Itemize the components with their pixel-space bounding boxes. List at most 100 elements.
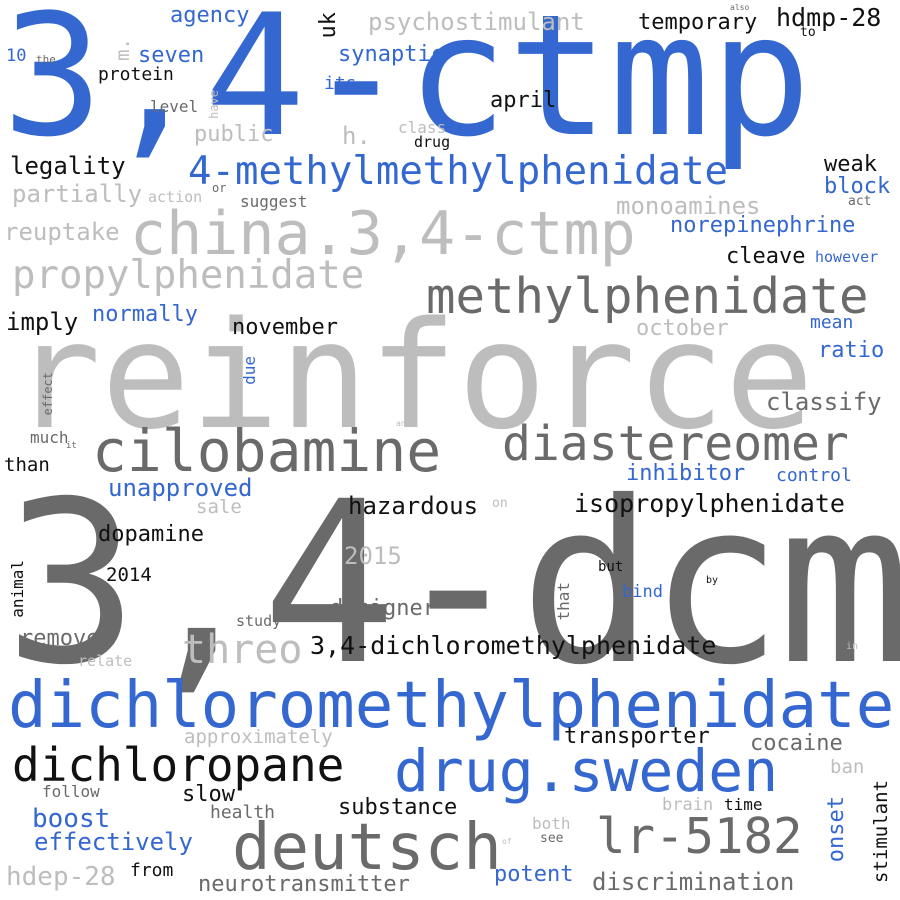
word-drug: drug	[414, 133, 451, 151]
word-china-3-4-ctmp: china.3,4-ctmp	[130, 199, 636, 269]
word-that: that	[554, 582, 573, 621]
word-by: by	[706, 575, 719, 586]
word-deutsch: deutsch	[232, 811, 502, 885]
word-hdep-28: hdep-28	[6, 862, 116, 892]
word-of: of	[502, 837, 512, 846]
word-3-4-dcmp: 3,4-dcmp	[4, 453, 900, 714]
word-lr-5182: lr-5182	[596, 808, 803, 865]
word-10: 10	[6, 46, 27, 66]
word-its: its	[324, 73, 357, 94]
word-act: act	[848, 194, 872, 209]
word-2014: 2014	[106, 564, 152, 586]
word-effect: effect	[41, 372, 55, 416]
word-unapproved: unapproved	[108, 474, 253, 502]
word-potent: potent	[494, 862, 574, 887]
word-than: than	[4, 454, 50, 476]
word-weak: weak	[824, 152, 877, 177]
word-transporter: transporter	[564, 724, 710, 749]
word-control: control	[776, 465, 852, 486]
word-slow: slow	[182, 782, 235, 807]
word-hazardous: hazardous	[348, 492, 479, 520]
word-effectively: effectively	[34, 828, 193, 856]
word-3-4-dichloromethylphenidate: 3,4-dichloromethylphenidate	[310, 631, 717, 660]
word-drug-sweden: drug.sweden	[394, 737, 779, 805]
word-propylphenidate: propylphenidate	[12, 253, 365, 298]
word-2015: 2015	[344, 542, 402, 570]
word-much: much	[30, 428, 69, 447]
word-it: it	[66, 441, 77, 451]
word-reuptake: reuptake	[4, 218, 120, 246]
word-cocaine: cocaine	[750, 731, 843, 756]
word-however: however	[815, 248, 879, 266]
word-ban: ban	[830, 756, 865, 778]
word-see: see	[540, 831, 564, 846]
word-diastereomer: diastereomer	[502, 416, 849, 472]
word-level: level	[150, 97, 199, 116]
word-methylphenidate: methylphenidate	[426, 268, 869, 325]
word-november: november	[232, 315, 338, 340]
word-public: public	[194, 122, 274, 147]
word-from: from	[130, 860, 174, 881]
word-also: also	[730, 3, 750, 12]
word-on: on	[492, 496, 508, 511]
word-substance: substance	[338, 795, 458, 820]
word-dopamine: dopamine	[98, 522, 204, 547]
word-normally: normally	[92, 302, 198, 327]
word-sale: sale	[196, 496, 242, 518]
word-imply: imply	[6, 308, 79, 336]
word-animal: animal	[8, 560, 27, 618]
word-discrimination: discrimination	[592, 868, 795, 896]
word-dichloropane: dichloropane	[12, 738, 345, 792]
word-onset: onset	[824, 796, 849, 863]
word-3-4-ctmp: 3,4-ctmp	[2, 0, 812, 174]
word-have: have	[207, 90, 221, 119]
word-classify: classify	[766, 388, 882, 416]
word-cleave: cleave	[726, 244, 806, 269]
word-legality: legality	[10, 152, 126, 180]
word-brain: brain	[662, 795, 714, 815]
word-inhibitor: inhibitor	[626, 461, 746, 486]
word-neurotransmitter: neurotransmitter	[198, 872, 410, 897]
word-hdmp-28: hdmp-28	[776, 3, 882, 32]
word-time: time	[724, 795, 763, 814]
word-action: action	[148, 188, 203, 206]
word-synaptic: synaptic	[338, 42, 444, 67]
word-partially: partially	[12, 180, 143, 208]
word-to: to	[800, 25, 816, 40]
word-reinforce: reinforce	[12, 290, 814, 462]
word-or: or	[212, 181, 227, 195]
word-and: and	[396, 419, 411, 428]
word-mean: mean	[810, 312, 854, 333]
word-dichloromethylphenidate: dichloromethylphenidate	[8, 669, 895, 743]
word-seven: seven	[138, 43, 205, 68]
word-both: both	[532, 814, 571, 833]
word-relate: relate	[78, 652, 133, 670]
word-designer: designer	[330, 596, 436, 621]
word-health: health	[210, 802, 276, 823]
word-the: the	[36, 53, 56, 66]
word-bind: bind	[622, 582, 663, 602]
word-4-methylmethylphenidate: 4-methylmethylphenidate	[188, 149, 729, 194]
word-temporary: temporary	[638, 10, 758, 35]
word-norepinephrine: norepinephrine	[670, 213, 856, 238]
word-cilobamine: cilobamine	[92, 417, 442, 485]
word-approximately: approximately	[184, 726, 333, 748]
word-isopropylphenidate: isopropylphenidate	[574, 489, 845, 518]
word-remove: remove	[20, 626, 100, 651]
word-uk: uk	[316, 12, 341, 39]
word-april: april	[490, 88, 557, 113]
word-h: h.	[342, 122, 371, 150]
word-block: block	[824, 174, 891, 199]
word-m: m.	[112, 38, 134, 61]
word-in: in	[846, 641, 859, 652]
word-follow: follow	[42, 782, 100, 801]
word-protein: protein	[98, 64, 174, 85]
word-due: due	[240, 356, 259, 385]
word-monoamines: monoamines	[616, 192, 761, 220]
word-ratio: ratio	[818, 338, 885, 363]
word-stimulant: stimulant	[870, 780, 892, 883]
word-psychostimulant: psychostimulant	[368, 8, 585, 36]
word-threo: threo	[182, 627, 303, 673]
word-suggest: suggest	[240, 192, 308, 211]
